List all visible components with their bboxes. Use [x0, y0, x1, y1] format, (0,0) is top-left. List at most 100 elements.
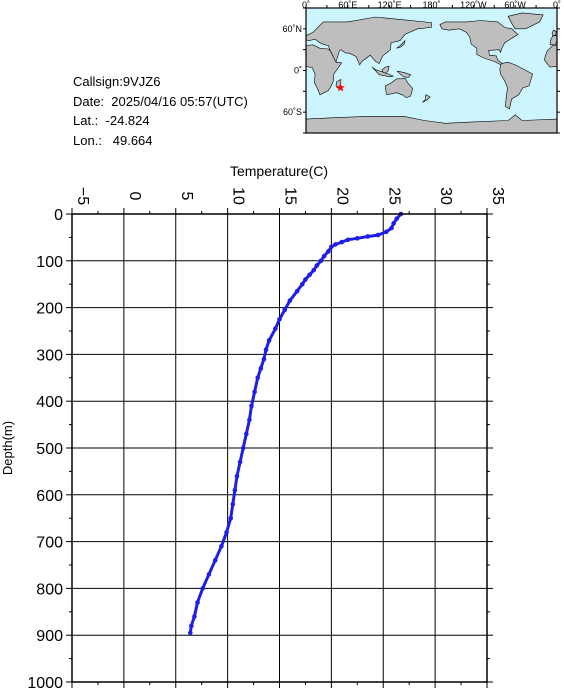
land-new-zealand — [422, 94, 431, 103]
data-point — [300, 281, 305, 287]
land-greenland — [507, 12, 544, 30]
land-japan — [396, 39, 406, 49]
map-lat-label: 0˚ — [294, 66, 302, 76]
data-point — [266, 338, 272, 343]
data-point — [192, 614, 197, 619]
x-tick-label: 15 — [282, 187, 299, 205]
x-tick-label: 0 — [126, 192, 143, 201]
map-labels: 0˚ 60˚E 120˚E 180˚ 120˚W 60˚W 0˚ 60˚N 0˚ 60˚S — [282, 0, 561, 117]
data-point — [228, 515, 234, 521]
map-lon-label: 60˚E — [338, 0, 357, 10]
map-lon-label: 120˚W — [460, 0, 487, 10]
y-tick-label: 900 — [36, 628, 63, 645]
date-text: Date: 2025/04/16 05:57(UTC) — [73, 93, 248, 109]
data-point — [234, 473, 240, 479]
y-tick-label: 300 — [36, 347, 63, 364]
data-point — [200, 586, 206, 591]
temperature-profile — [187, 211, 404, 636]
data-point — [314, 263, 320, 268]
y-tick-label: 100 — [36, 254, 63, 271]
data-point — [394, 216, 400, 221]
data-point — [321, 253, 327, 259]
data-point — [307, 272, 312, 278]
data-point — [230, 501, 236, 507]
land-eurasia — [305, 16, 432, 66]
land-australia — [385, 77, 414, 98]
y-tick-label: 600 — [36, 488, 63, 505]
cast-info: Callsign:9VJZ6 Date: 2025/04/16 05:57(UT… — [73, 72, 248, 150]
data-point — [282, 307, 287, 313]
data-point — [261, 356, 267, 362]
data-point — [237, 459, 243, 465]
data-point — [258, 366, 264, 371]
data-point — [355, 236, 360, 241]
data-point — [303, 277, 308, 282]
data-point — [333, 242, 338, 247]
data-point — [212, 558, 218, 563]
longitude-text: Lon.: 49.664 — [73, 132, 153, 148]
map-lon-label: 120˚E — [378, 0, 402, 10]
data-point — [187, 630, 193, 636]
x-tick-label: 35 — [489, 187, 506, 205]
location-map: 0˚ 60˚E 120˚E 180˚ 120˚W 60˚W 0˚ 60˚N 0˚ 60˚S — [282, 0, 561, 134]
y-tick-label: 200 — [36, 301, 63, 318]
chart-grid — [71, 213, 488, 683]
data-point — [206, 572, 212, 577]
data-point — [195, 600, 200, 605]
map-frame — [303, 5, 560, 134]
y-tick-label: 500 — [36, 441, 63, 458]
data-point — [311, 267, 317, 273]
y-tick-label: 700 — [36, 535, 63, 552]
data-point — [255, 375, 261, 381]
land-uk — [551, 29, 557, 37]
land-south-america — [499, 61, 533, 110]
data-point — [287, 298, 293, 303]
data-point — [189, 623, 194, 629]
x-tick-label: −5 — [74, 187, 91, 205]
y-tick-labels: 0 100 200 300 400 500 600 700 800 900 1000 — [27, 207, 63, 690]
land-africa-west — [544, 45, 558, 68]
land-africa — [305, 44, 343, 96]
data-point — [294, 288, 300, 294]
land-new-guinea — [396, 70, 412, 78]
data-point — [249, 403, 254, 409]
y-tick-label: 0 — [54, 207, 63, 224]
map-lon-label: 180˚ — [422, 0, 440, 10]
y-tick-label: 800 — [36, 581, 63, 598]
map-lat-label: 60˚N — [282, 24, 302, 34]
x-tick-label: 30 — [437, 187, 454, 205]
data-point — [224, 529, 229, 535]
land-north-america — [439, 20, 519, 66]
data-point — [389, 225, 394, 231]
data-point — [273, 326, 278, 331]
data-point — [277, 317, 282, 322]
x-tick-label: 10 — [230, 187, 247, 205]
star-icon — [336, 83, 345, 92]
y-axis-label: Depth(m) — [0, 421, 15, 475]
data-point — [391, 221, 396, 226]
profile-line — [188, 212, 403, 635]
map-lon-label: 60˚W — [504, 0, 526, 10]
data-point — [232, 487, 238, 493]
plot-border — [71, 213, 488, 683]
data-point — [252, 389, 257, 395]
data-point — [384, 229, 389, 235]
callsign-text: Callsign:9VJZ6 — [73, 74, 161, 89]
x-axis-label: Temperature(C) — [230, 163, 328, 179]
data-point — [365, 234, 370, 239]
data-point — [345, 237, 351, 243]
data-point — [244, 431, 249, 437]
data-point — [339, 239, 345, 245]
y-tick-label: 1000 — [27, 675, 63, 690]
latitude-text: Lat.: -24.824 — [73, 113, 150, 128]
land-borneo — [381, 65, 390, 74]
data-point — [329, 244, 334, 250]
x-tick-labels: −5 0 5 10 15 20 25 30 35 — [74, 187, 506, 205]
chart-frame — [66, 208, 493, 688]
x-tick-label: 5 — [178, 192, 195, 201]
map-land — [305, 8, 558, 134]
data-point — [247, 417, 252, 423]
data-point — [263, 347, 269, 353]
data-point — [240, 445, 246, 451]
